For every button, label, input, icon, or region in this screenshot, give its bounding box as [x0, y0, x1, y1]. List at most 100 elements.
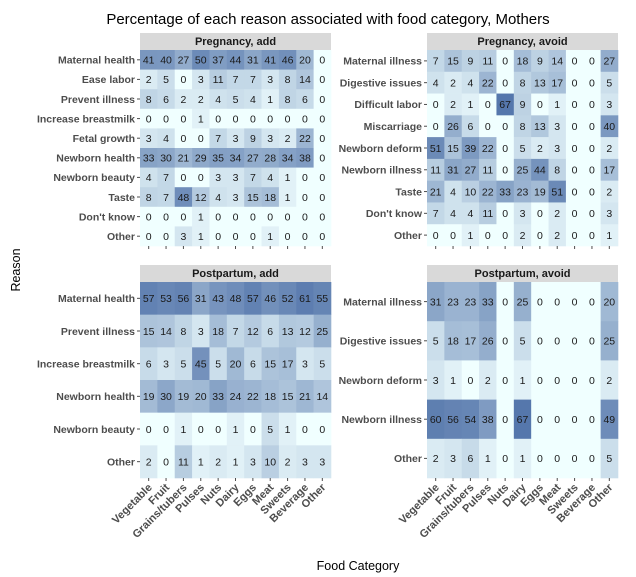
heatmap-cell	[565, 50, 584, 73]
heatmap-cell	[583, 224, 601, 247]
cell-value-label: 25	[316, 326, 328, 338]
heatmap-cell	[479, 71, 497, 94]
cell-value-label: 0	[319, 231, 325, 243]
heatmap-cell	[600, 399, 619, 440]
heatmap-cell	[531, 321, 549, 361]
cell-value-label: 1	[198, 456, 204, 468]
heatmap-cell	[313, 187, 332, 208]
heatmap-cell	[244, 148, 262, 168]
y-tick-label: Maternal illness	[343, 296, 422, 308]
heatmap-cell	[174, 167, 193, 188]
cell-value-label: 12	[247, 326, 259, 338]
cell-value-label: 0	[589, 208, 595, 220]
cell-value-label: 1	[520, 375, 526, 387]
y-tick-label: Newborn deform	[339, 375, 422, 387]
cell-value-label: 3	[267, 133, 273, 145]
heatmap-cell	[157, 50, 176, 70]
heatmap-cell	[296, 347, 314, 381]
heatmap-cell	[278, 412, 297, 446]
heatmap-cell	[278, 50, 297, 70]
cell-value-label: 6	[267, 326, 273, 338]
cell-value-label: 27	[178, 55, 190, 67]
heatmap-cell	[278, 445, 297, 479]
y-tick-label: Newborn deform	[339, 143, 422, 155]
cell-value-label: 4	[433, 77, 439, 89]
heatmap-cell	[313, 89, 332, 110]
heatmap-cell	[226, 314, 245, 348]
cell-value-label: 60	[430, 414, 442, 426]
heatmap-cell	[174, 226, 193, 247]
cell-value-label: 4	[163, 133, 169, 145]
cell-value-label: 3	[146, 133, 152, 145]
heatmap-cell	[313, 128, 332, 149]
heatmap-cell	[565, 360, 584, 400]
heatmap-cell	[313, 69, 332, 90]
heatmap-cell	[313, 282, 332, 315]
cell-value-label: 0	[250, 231, 256, 243]
heatmap-cell	[226, 69, 245, 90]
cell-value-label: 0	[267, 211, 273, 223]
panel-title: Pregnancy, add	[195, 36, 276, 48]
cell-value-label: 0	[537, 375, 543, 387]
cell-value-label: 0	[180, 172, 186, 184]
heatmap-cell	[140, 314, 158, 348]
heatmap-cell	[278, 148, 297, 168]
heatmap-cell	[427, 50, 445, 73]
heatmap-cell	[548, 399, 567, 440]
heatmap-cell	[244, 108, 262, 129]
heatmap-cell	[583, 399, 601, 440]
cell-value-label: 18	[264, 391, 276, 403]
heatmap-cell	[548, 321, 567, 361]
heatmap-cell	[174, 89, 193, 110]
cell-value-label: 24	[230, 391, 242, 403]
heatmap-cell	[261, 50, 280, 70]
heatmap-cell	[226, 89, 245, 110]
heatmap-cell	[583, 202, 601, 225]
heatmap-cell	[427, 71, 445, 94]
cell-value-label: 0	[572, 414, 578, 426]
cell-value-label: 3	[198, 74, 204, 86]
cell-value-label: 1	[267, 94, 273, 106]
heatmap-cell	[157, 347, 176, 381]
heatmap-cell	[226, 206, 245, 227]
cell-value-label: 0	[180, 74, 186, 86]
cell-value-label: 8	[520, 121, 526, 133]
heatmap-cell	[444, 360, 463, 400]
heatmap-cell	[278, 128, 297, 149]
cell-value-label: 0	[163, 211, 169, 223]
cell-value-label: 0	[589, 99, 595, 111]
heatmap-cell	[583, 71, 601, 94]
heatmap-cell	[244, 226, 262, 247]
cell-value-label: 3	[302, 456, 308, 468]
heatmap-cell	[461, 282, 480, 322]
cell-value-label: 2	[215, 456, 221, 468]
cell-value-label: 0	[589, 56, 595, 68]
cell-value-label: 12	[299, 326, 311, 338]
cell-value-label: 6	[467, 453, 473, 465]
cell-value-label: 21	[178, 153, 190, 165]
heatmap-cell	[157, 226, 176, 247]
y-tick-label: Newborn beauty	[53, 424, 135, 436]
cell-value-label: 17	[551, 77, 563, 89]
cell-value-label: 57	[143, 293, 155, 305]
heatmap-cell	[313, 226, 332, 247]
cell-value-label: 15	[143, 326, 155, 338]
cell-value-label: 6	[146, 358, 152, 370]
heatmap-cell	[226, 226, 245, 247]
heatmap-cell	[192, 412, 210, 446]
heatmap-cell	[513, 360, 532, 400]
heatmap-cell	[192, 445, 210, 479]
cell-value-label: 9	[250, 133, 256, 145]
cell-value-label: 4	[215, 94, 221, 106]
heatmap-cell	[461, 224, 480, 247]
heatmap-cell	[479, 438, 497, 479]
cell-value-label: 2	[554, 208, 560, 220]
cell-value-label: 0	[537, 99, 543, 111]
heatmap-cell	[278, 187, 297, 208]
heatmap-cell	[140, 167, 158, 188]
cell-value-label: 3	[233, 192, 239, 204]
cell-value-label: 0	[250, 424, 256, 436]
cell-value-label: 25	[603, 336, 615, 348]
cell-value-label: 9	[537, 56, 543, 68]
